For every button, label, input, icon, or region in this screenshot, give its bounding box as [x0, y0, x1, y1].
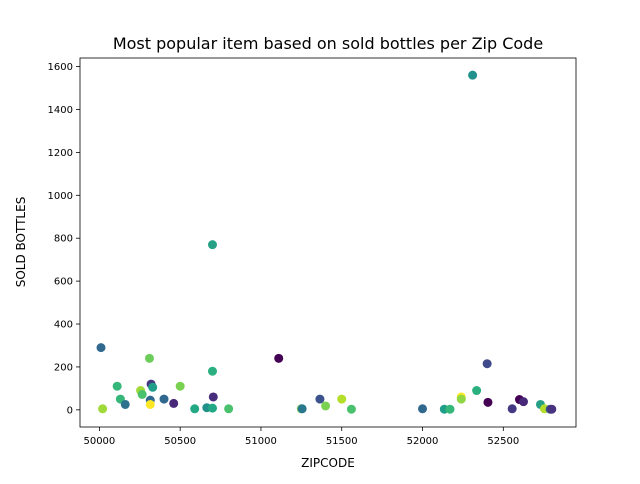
data-point — [144, 353, 154, 363]
data-point — [297, 404, 307, 414]
x-tick-label: 50500 — [164, 436, 196, 447]
x-axis-ticks: 50000 50500 51000 51500 52000 52500 — [83, 427, 519, 447]
data-point — [483, 397, 493, 407]
y-axis-ticks: 0 200 400 600 800 1000 1200 1400 1600 — [48, 62, 80, 416]
data-point — [98, 404, 108, 414]
y-tick-label: 800 — [54, 234, 73, 245]
data-point — [169, 398, 179, 408]
data-point — [207, 240, 217, 250]
data-point — [224, 404, 234, 414]
data-point — [346, 404, 356, 414]
data-point — [418, 404, 428, 414]
data-point — [207, 366, 217, 376]
data-point — [274, 353, 284, 363]
data-point — [468, 70, 478, 80]
y-tick-label: 1400 — [48, 105, 73, 116]
x-tick-label: 50000 — [83, 436, 115, 447]
data-point — [445, 404, 455, 414]
data-point — [518, 397, 528, 407]
chart-title: Most popular item based on sold bottles … — [113, 34, 543, 53]
data-point — [190, 404, 200, 414]
data-point — [96, 343, 106, 353]
data-point — [175, 381, 185, 391]
y-tick-label: 600 — [54, 277, 73, 288]
data-point — [337, 394, 347, 404]
data-point — [208, 392, 218, 402]
data-point — [137, 389, 147, 399]
x-tick-label: 51500 — [326, 436, 358, 447]
data-point — [148, 382, 158, 392]
y-tick-label: 400 — [54, 320, 73, 331]
data-point — [456, 394, 466, 404]
points-layer — [96, 70, 557, 414]
data-point — [472, 386, 482, 396]
data-point — [120, 399, 130, 409]
y-tick-label: 0 — [67, 405, 73, 416]
y-tick-label: 1000 — [48, 191, 73, 202]
x-tick-label: 52500 — [487, 436, 519, 447]
x-axis-label: ZIPCODE — [301, 456, 355, 470]
data-point — [547, 404, 557, 414]
data-point — [145, 399, 155, 409]
data-point — [207, 403, 217, 413]
y-tick-label: 200 — [54, 362, 73, 373]
data-point — [159, 394, 169, 404]
data-point — [112, 381, 122, 391]
x-tick-label: 51000 — [245, 436, 277, 447]
plot-frame — [79, 57, 577, 428]
y-axis-label: SOLD BOTTLES — [14, 197, 28, 288]
data-point — [321, 401, 331, 411]
x-tick-label: 52000 — [407, 436, 439, 447]
data-point — [482, 359, 492, 369]
data-point — [507, 404, 517, 414]
y-tick-label: 1200 — [48, 148, 73, 159]
y-tick-label: 1600 — [48, 62, 73, 73]
data-point — [315, 394, 325, 404]
